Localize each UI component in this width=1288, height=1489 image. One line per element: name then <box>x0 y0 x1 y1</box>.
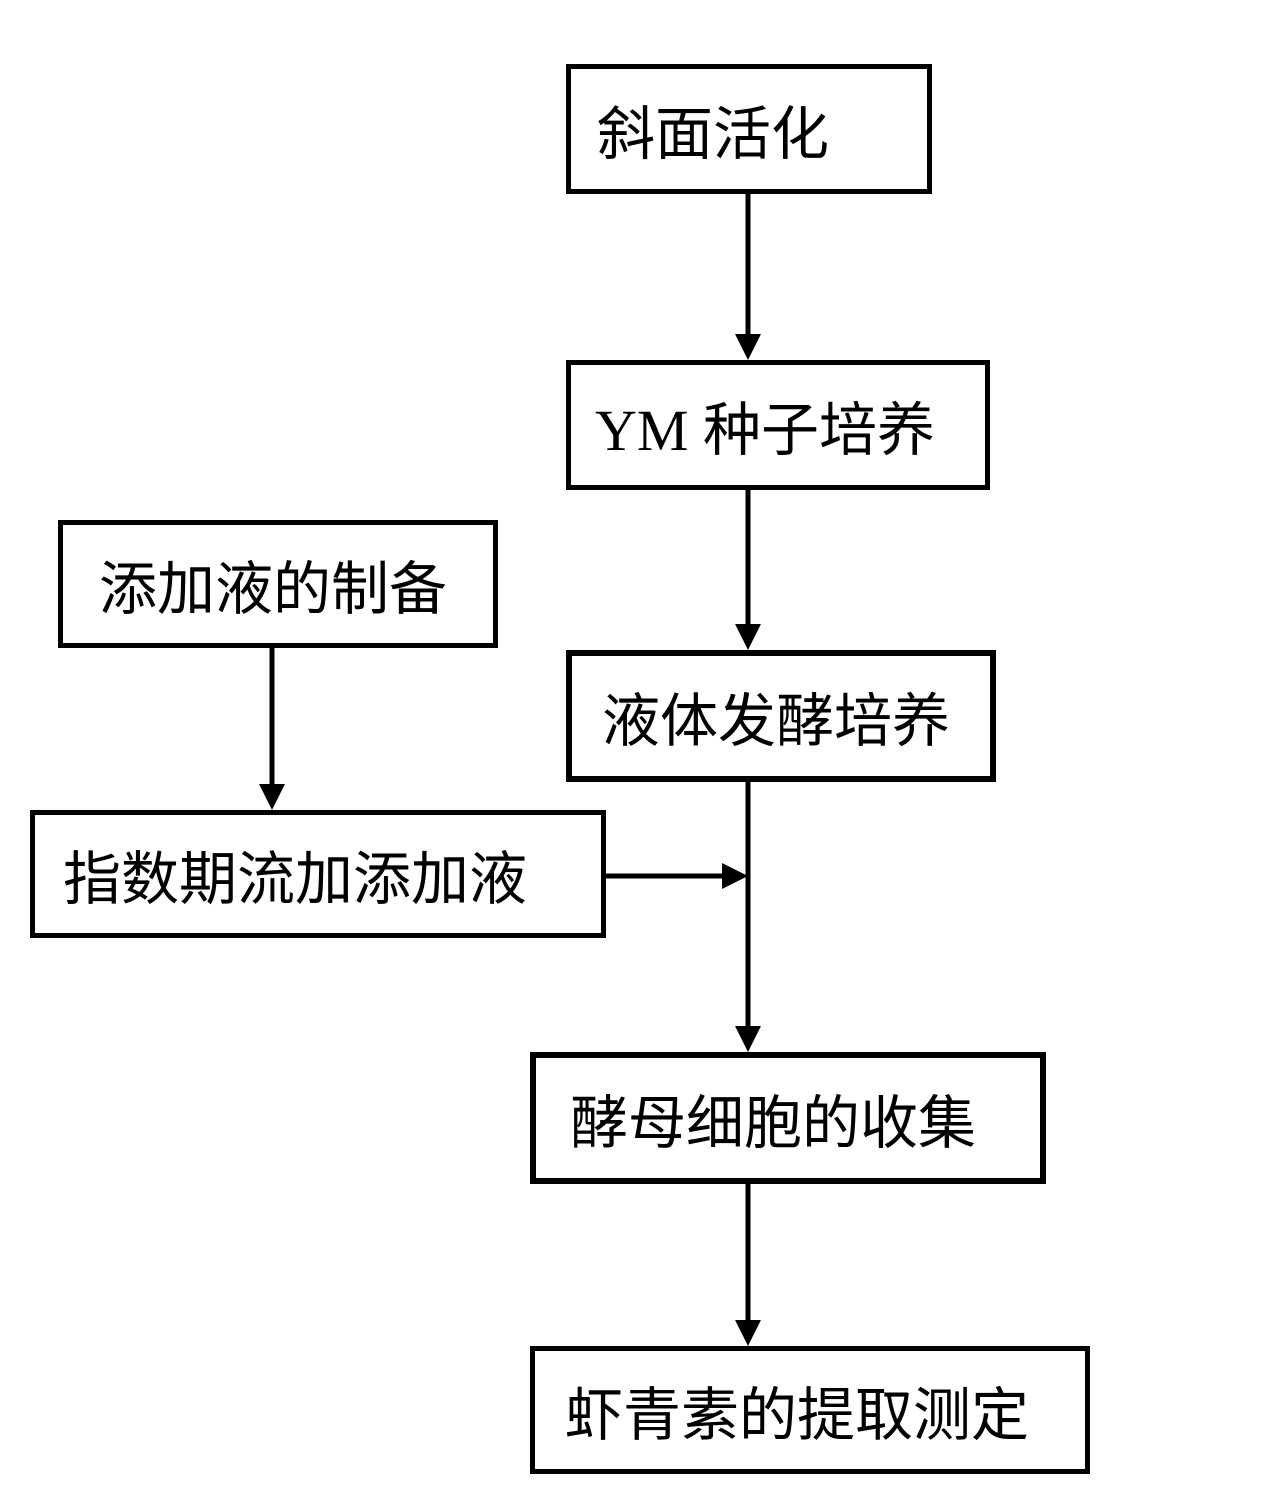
node-label: 斜面活化 <box>597 87 829 171</box>
node-label: 指数期流加添加液 <box>63 832 527 916</box>
node-label: 液体发酵培养 <box>602 674 950 758</box>
node-label: 添加液的制备 <box>99 542 447 626</box>
node-n5: 指数期流加添加液 <box>30 810 606 938</box>
node-n3: 添加液的制备 <box>58 520 498 648</box>
node-label: YM 种子培养 <box>595 383 935 467</box>
node-n7: 虾青素的提取测定 <box>530 1346 1090 1474</box>
node-label: 酵母细胞的收集 <box>570 1076 976 1160</box>
node-n6: 酵母细胞的收集 <box>530 1052 1046 1184</box>
node-label: 虾青素的提取测定 <box>565 1368 1029 1452</box>
node-n2: YM 种子培养 <box>566 360 990 490</box>
node-n1: 斜面活化 <box>566 64 932 194</box>
node-n4: 液体发酵培养 <box>566 650 996 782</box>
